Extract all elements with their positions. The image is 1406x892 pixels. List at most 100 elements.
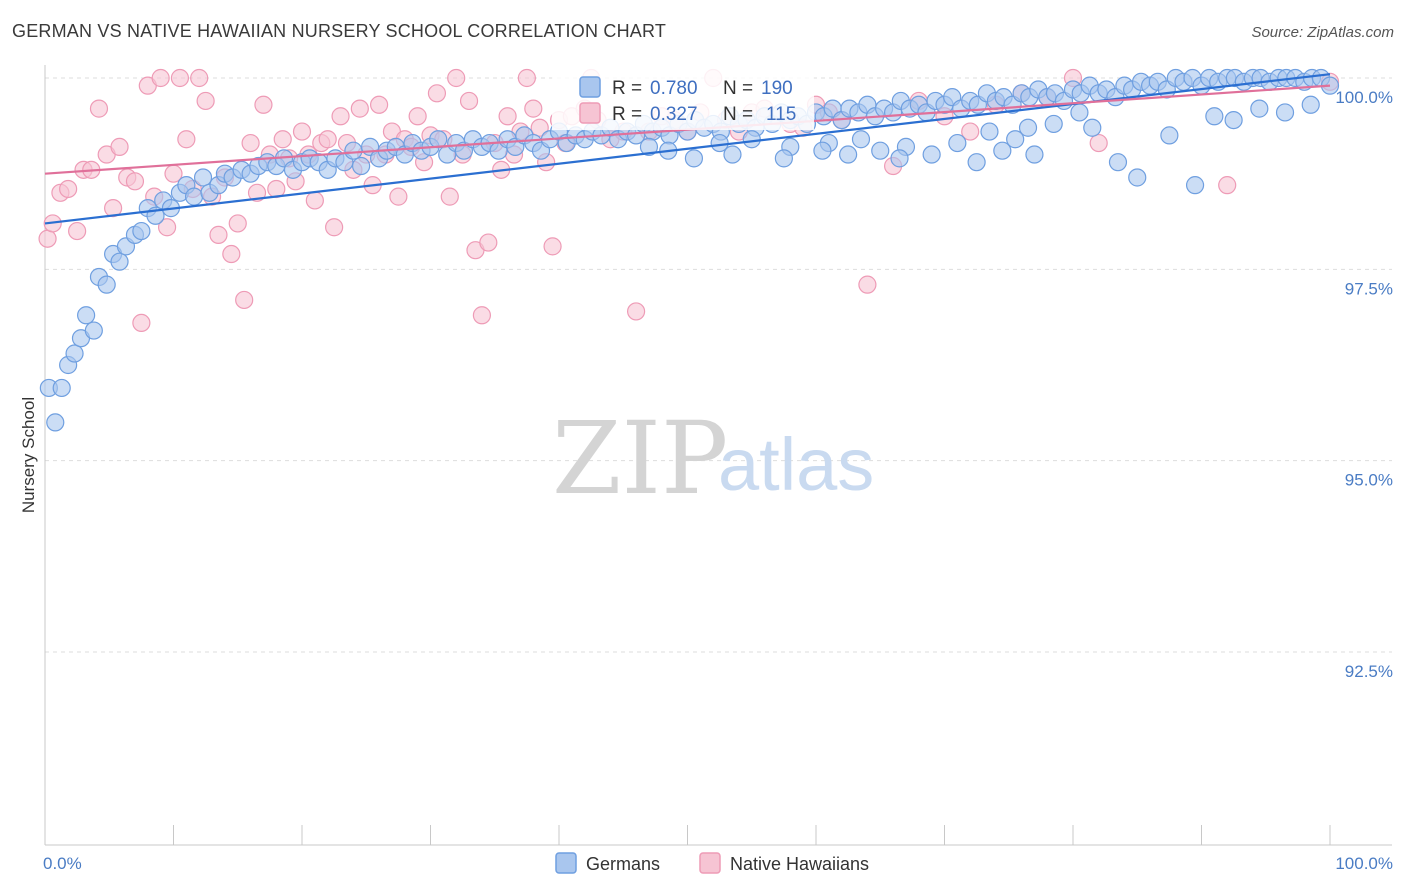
data-point [1108,153,1128,172]
data-point [1070,103,1089,122]
data-point [1160,126,1179,145]
data-point [429,130,448,149]
data-point [1218,176,1237,195]
data-point [97,275,116,294]
data-point [193,168,213,187]
data-point [871,141,890,160]
data-point [440,187,459,206]
data-point [370,95,389,114]
data-point [967,153,986,172]
y-tick-label: 92.5% [1345,662,1393,681]
data-point [209,225,228,244]
data-point [1025,145,1044,164]
data-point [774,149,793,168]
data-point [235,290,254,310]
legend-swatch-native-hawaiians [699,852,721,874]
data-point [459,91,479,111]
data-point [228,214,247,233]
data-point [813,141,832,160]
data-point [517,68,536,88]
data-point [241,133,260,153]
data-point [350,99,369,118]
data-point [961,122,980,141]
legend-swatch-germans [555,852,577,874]
data-point [742,130,761,149]
stats-r-label-native-hawaiians: R = [612,104,642,125]
data-point [1185,176,1205,195]
stats-n-value-native-hawaiians: 115 [766,104,796,125]
data-point [196,91,215,111]
data-point [839,145,858,164]
grid-lines [45,77,1392,653]
watermark-zip: ZIP [552,400,728,517]
data-point [305,191,324,210]
legend-label-germans: Germans [586,854,660,874]
data-point [184,187,204,206]
watermark-atlas: atlas [718,423,874,506]
data-point [177,130,196,149]
data-point [530,118,549,137]
data-point [639,137,659,156]
y-tick-label: 97.5% [1345,279,1393,298]
data-point [543,237,562,256]
data-point [65,344,84,363]
data-point [352,156,371,176]
stats-r-value-germans: 0.780 [650,78,698,99]
data-point [84,321,103,340]
data-point [980,122,999,141]
data-point [110,137,129,156]
legend-label-native-hawaiians: Native Hawaiians [730,854,869,874]
data-point [1018,118,1038,137]
stats-legend: R = 0.780 N = 190 R = 0.327 N = 115 [552,68,814,130]
data-point [684,149,704,168]
bottom-legend: Germans Native Hawaiians [555,852,869,874]
data-point [1044,114,1063,134]
source-credit: Source: ZipAtlas.com [1251,24,1394,41]
y-tick-label: 100.0% [1335,88,1393,107]
data-point [222,244,241,264]
data-point [408,107,427,126]
data-point [851,130,871,149]
y-tick-label: 95.0% [1345,471,1393,490]
data-point [331,107,350,126]
data-point [132,313,151,333]
data-point [318,130,337,149]
data-point [125,172,145,191]
data-point [524,99,543,118]
data-point [993,141,1012,160]
data-point [948,133,967,153]
data-point [190,68,209,88]
data-point [344,141,363,160]
data-point [479,233,498,252]
data-point [890,149,909,168]
data-point [77,306,96,325]
data-point [247,183,267,202]
data-point [254,95,273,114]
watermark: ZIP atlas [552,400,874,517]
data-point [472,306,491,325]
data-point [922,145,941,164]
data-point [626,302,646,321]
stats-n-value-germans: 190 [761,78,793,99]
stats-r-value-native-hawaiians: 0.327 [650,104,698,125]
data-point [389,187,408,206]
data-point [1006,130,1025,149]
axes [44,65,1392,846]
data-point [157,218,177,237]
x-tick-label-max: 100.0% [1335,854,1393,873]
data-point [1250,99,1269,118]
data-point [498,107,517,126]
y-axis-title: Nursery School [19,397,38,513]
data-point [273,130,292,149]
data-point [1224,110,1243,130]
data-point [89,99,109,118]
data-point [52,378,71,398]
data-point [59,179,78,199]
x-tick-label-min: 0.0% [43,854,82,873]
stats-n-label-native-hawaiians: N = [723,104,753,125]
data-point [427,84,447,103]
stats-r-label-germans: R = [612,78,642,99]
data-point [858,275,877,294]
data-point [1089,133,1108,153]
